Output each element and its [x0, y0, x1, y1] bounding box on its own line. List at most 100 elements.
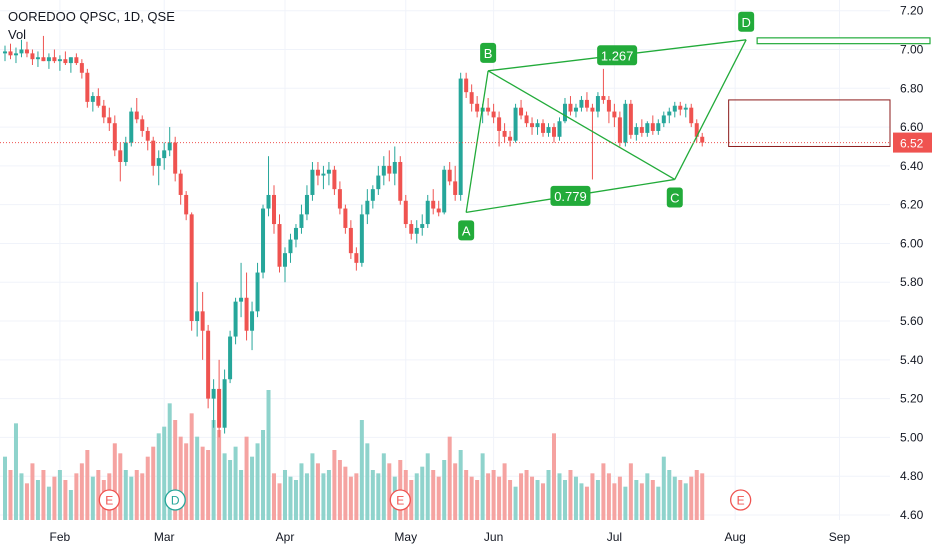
candle-body	[519, 107, 524, 116]
candle-body	[458, 78, 463, 195]
candle-body	[486, 107, 491, 112]
volume-bar	[118, 453, 123, 520]
candle-body	[343, 208, 348, 228]
candle-body	[261, 208, 266, 273]
candle-body	[101, 105, 106, 118]
candle-body	[546, 127, 551, 133]
range-box	[728, 99, 891, 147]
candle-body	[392, 161, 397, 174]
candle-body	[222, 379, 227, 428]
event-marker-label: D	[171, 494, 180, 508]
volume-bar	[19, 473, 24, 520]
volume-bar	[145, 456, 150, 520]
event-marker-label: E	[396, 494, 404, 508]
volume-bar	[354, 473, 359, 520]
event-marker	[164, 489, 186, 511]
volume-bar	[568, 470, 573, 520]
volume-bar	[584, 486, 589, 520]
volume-bar	[634, 480, 639, 520]
candle-body	[562, 103, 567, 122]
volume-bar	[453, 463, 458, 520]
volume-bar	[321, 473, 326, 520]
candle-body	[255, 272, 260, 312]
volume-bar	[30, 463, 35, 520]
volume-bar	[315, 463, 320, 520]
candle-body	[250, 311, 255, 331]
volume-bar	[700, 473, 705, 520]
volume-bar	[337, 460, 342, 520]
event-marker	[730, 489, 752, 511]
y-tick-label: 7.20	[900, 4, 924, 18]
y-tick-label: 6.80	[900, 81, 924, 95]
candle-body	[52, 57, 57, 62]
candle-body	[617, 117, 622, 143]
volume-bar	[250, 456, 255, 520]
candle-body	[634, 127, 639, 135]
volume-bar	[288, 476, 293, 520]
candle-body	[453, 181, 458, 195]
volume-bar	[497, 476, 502, 520]
volume-label[interactable]: Vol	[8, 27, 27, 42]
candle-body	[151, 140, 156, 166]
candle-body	[282, 253, 287, 267]
candle-body	[469, 92, 474, 104]
volume-bar	[530, 476, 535, 520]
candle-body	[156, 158, 161, 166]
ratio-label: 0.779	[554, 189, 587, 204]
symbol-title[interactable]: OOREDOO QPSC, 1D, QSE	[8, 9, 175, 24]
volume-bar	[535, 480, 540, 520]
candle-body	[398, 161, 403, 201]
candle-body	[601, 96, 606, 100]
x-tick-label: Mar	[154, 530, 175, 544]
candle-body	[167, 142, 172, 151]
volume-bar	[8, 470, 13, 520]
candle-body	[365, 200, 370, 215]
x-tick-label: Jul	[607, 530, 622, 544]
candle-body	[123, 142, 128, 162]
volume-bar	[491, 470, 496, 520]
x-tick-label: Apr	[276, 530, 295, 544]
volume-bar	[365, 443, 370, 520]
volume-bar	[52, 476, 57, 520]
candle-body	[376, 175, 381, 190]
volume-bar	[595, 480, 600, 520]
candle-body	[541, 123, 546, 133]
candle-body	[584, 99, 589, 108]
y-tick-label: 4.80	[900, 469, 924, 483]
volume-bar	[672, 476, 677, 520]
candle-body	[145, 130, 150, 141]
volume-bar	[178, 436, 183, 520]
pattern-point-box	[738, 11, 755, 32]
candle-body	[288, 239, 293, 254]
candle-body	[678, 105, 683, 110]
candle-body	[173, 142, 178, 174]
candle-body	[244, 297, 249, 331]
volume-bar	[195, 436, 200, 520]
candle-body	[409, 224, 414, 234]
volume-bar	[612, 483, 617, 520]
candle-body	[299, 214, 304, 228]
candle-body	[535, 123, 540, 128]
volume-bar	[562, 480, 567, 520]
candle-body	[13, 53, 18, 56]
volume-bar	[359, 420, 364, 520]
volume-bar	[381, 453, 386, 520]
volume-bar	[206, 450, 211, 520]
volume-bar	[458, 450, 463, 520]
candle-body	[508, 136, 513, 141]
candle-body	[359, 214, 364, 263]
volume-bar	[639, 483, 644, 520]
candle-body	[326, 169, 331, 174]
x-tick-label: Feb	[50, 530, 71, 544]
candle-body	[57, 59, 62, 62]
volume-bar	[228, 460, 233, 520]
candle-body	[184, 194, 189, 215]
candle-body	[272, 194, 277, 225]
volume-bar	[173, 420, 178, 520]
current-price-label: 6.52	[900, 137, 924, 151]
candle-body	[667, 111, 672, 116]
y-tick-label: 6.20	[900, 198, 924, 212]
y-tick-label: 6.40	[900, 159, 924, 173]
